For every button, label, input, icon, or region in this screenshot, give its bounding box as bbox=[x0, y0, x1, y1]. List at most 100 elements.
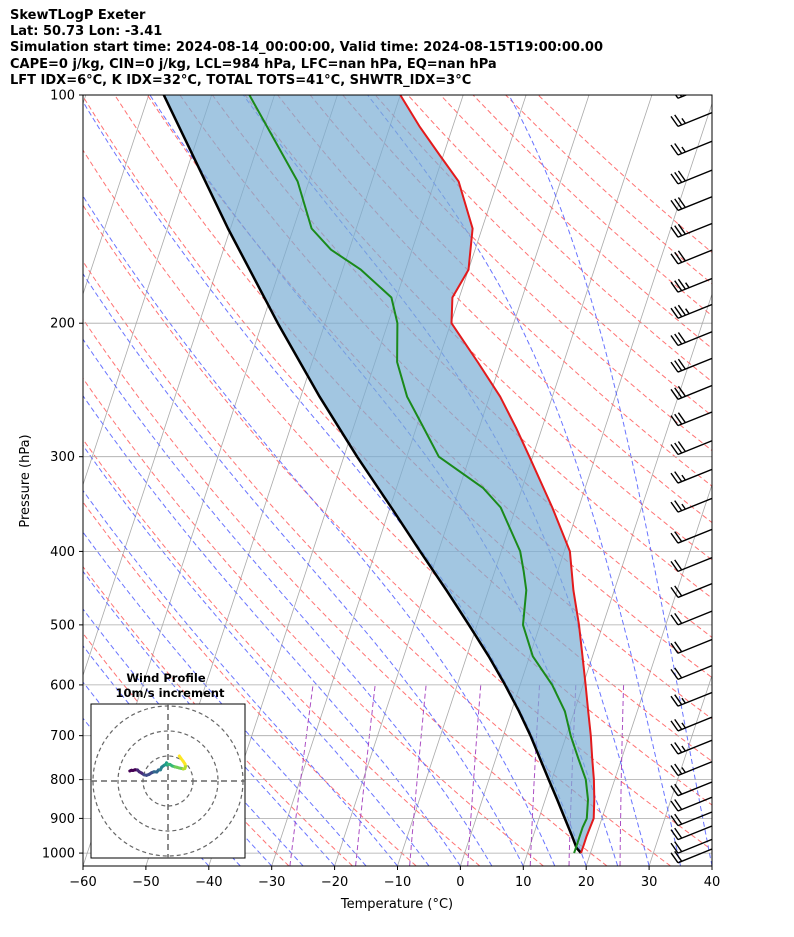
wind-barb-flag bbox=[674, 225, 683, 237]
moist-adiabat-line bbox=[83, 272, 524, 866]
wind-barb-flag bbox=[670, 173, 679, 185]
wind-barb-flag bbox=[670, 785, 679, 797]
dry-adiabat-line bbox=[342, 95, 712, 452]
wind-barb bbox=[670, 439, 712, 456]
wind-barb-flag bbox=[674, 198, 683, 210]
wind-barb-flag bbox=[670, 199, 679, 211]
x-tick-label: −40 bbox=[195, 875, 222, 890]
wind-barb-flag bbox=[674, 114, 683, 126]
moist-adiabat-line bbox=[83, 570, 335, 866]
wind-barb-flag bbox=[674, 813, 683, 825]
isotherm-line bbox=[585, 483, 712, 866]
mixing-ratio-line bbox=[619, 684, 625, 866]
wind-barb-flag bbox=[674, 694, 683, 706]
hodograph-segment bbox=[177, 754, 183, 760]
wind-barb-staff bbox=[677, 140, 712, 156]
isotherm-line bbox=[775, 95, 794, 866]
wind-barb-flag bbox=[674, 360, 683, 372]
x-tick-label: −10 bbox=[384, 875, 411, 890]
wind-barb-flag bbox=[670, 765, 679, 776]
wind-barb-half-flag bbox=[685, 308, 690, 315]
wind-barb bbox=[670, 330, 712, 347]
dry-adiabat-line bbox=[83, 204, 712, 851]
wind-barb bbox=[670, 811, 712, 827]
cin-shaded-area bbox=[163, 95, 595, 854]
dewpoint-line bbox=[248, 95, 589, 854]
wind-barb-half-flag bbox=[681, 117, 686, 124]
wind-barb-staff bbox=[677, 716, 712, 732]
title-line-times: Simulation start time: 2024-08-14_00:00:… bbox=[10, 40, 603, 55]
wind-barb-flag bbox=[674, 612, 683, 624]
wind-barb bbox=[670, 277, 712, 293]
wind-barb-flag bbox=[677, 441, 686, 452]
wind-barb-staff bbox=[677, 411, 712, 427]
title-line-location: Lat: 50.73 Lon: -3.41 bbox=[10, 24, 163, 39]
y-tick-label: 100 bbox=[50, 89, 75, 104]
wind-barb bbox=[670, 411, 712, 427]
wind-barb-staff bbox=[677, 825, 712, 841]
wind-barb-flag bbox=[670, 560, 679, 572]
wind-barb-flag bbox=[677, 304, 686, 316]
wind-barb-flag bbox=[670, 361, 679, 373]
wind-barb-staff bbox=[677, 664, 712, 681]
wind-barb-half-flag bbox=[685, 282, 690, 289]
wind-barb-flag bbox=[670, 586, 679, 598]
wind-barb-flag bbox=[674, 827, 683, 839]
wind-barb-flag bbox=[674, 783, 683, 795]
wind-barb-staff bbox=[677, 111, 712, 128]
wind-barb-flag bbox=[674, 585, 683, 597]
y-tick-label: 400 bbox=[50, 545, 75, 560]
wind-barb-half-flag bbox=[681, 503, 686, 510]
wind-barb-flag bbox=[670, 307, 679, 319]
wind-barb bbox=[670, 556, 712, 573]
wind-barb-flag bbox=[670, 642, 679, 654]
dry-adiabat-line bbox=[83, 565, 353, 866]
moist-adiabat-line bbox=[508, 95, 712, 866]
wind-barb-staff bbox=[677, 357, 712, 373]
wind-barb-flag bbox=[670, 115, 679, 127]
dry-adiabat-line bbox=[83, 149, 712, 806]
moist-adiabat-line bbox=[83, 489, 398, 866]
wind-barb bbox=[670, 582, 712, 599]
wind-barb-flag bbox=[677, 170, 686, 182]
isotherm-line bbox=[83, 95, 150, 296]
wind-barb-flag bbox=[677, 197, 686, 208]
wind-barb-flag bbox=[670, 614, 679, 626]
x-tick-label: −30 bbox=[258, 875, 285, 890]
moist-adiabat-line bbox=[83, 195, 556, 866]
wind-barb-half-flag bbox=[681, 146, 686, 153]
wind-barb-staff bbox=[677, 811, 712, 827]
wind-barb bbox=[670, 249, 712, 265]
wind-barb-staff bbox=[677, 610, 712, 626]
wind-barb-flag bbox=[674, 641, 683, 653]
wind-barb-staff bbox=[677, 796, 712, 812]
mixing-ratio-line bbox=[289, 684, 314, 866]
wind-barb-flag bbox=[674, 500, 683, 512]
wind-barb-flag bbox=[670, 743, 679, 755]
isotherm-line bbox=[648, 674, 712, 866]
wind-barb-flag bbox=[674, 95, 679, 99]
wind-barb-flag bbox=[670, 335, 679, 346]
wind-barb-flag bbox=[677, 332, 686, 343]
title-line-cape: CAPE=0 j/kg, CIN=0 j/kg, LCL=984 hPa, LF… bbox=[10, 57, 497, 72]
wind-barb-flag bbox=[677, 412, 686, 424]
wind-barb-flag bbox=[670, 815, 679, 827]
wind-barb-flag bbox=[674, 742, 683, 753]
wind-barb-flag bbox=[670, 472, 679, 484]
wind-barb-flag bbox=[674, 799, 683, 810]
wind-barb bbox=[670, 222, 712, 238]
wind-barb-flag bbox=[674, 442, 683, 454]
wind-barb bbox=[670, 303, 712, 319]
mixing-ratio-line bbox=[467, 684, 482, 866]
wind-barb bbox=[670, 691, 712, 707]
wind-barb bbox=[670, 384, 712, 400]
wind-barb-flag bbox=[670, 281, 679, 293]
wind-barb-half-flag bbox=[681, 474, 686, 481]
wind-barb bbox=[670, 638, 712, 654]
wind-barb-staff bbox=[677, 638, 712, 654]
wind-barb-half-flag bbox=[681, 722, 686, 729]
x-tick-label: 0 bbox=[456, 875, 464, 890]
dry-adiabat-line bbox=[277, 95, 712, 524]
wind-barb-flag bbox=[674, 841, 683, 853]
y-tick-label: 500 bbox=[50, 618, 75, 633]
